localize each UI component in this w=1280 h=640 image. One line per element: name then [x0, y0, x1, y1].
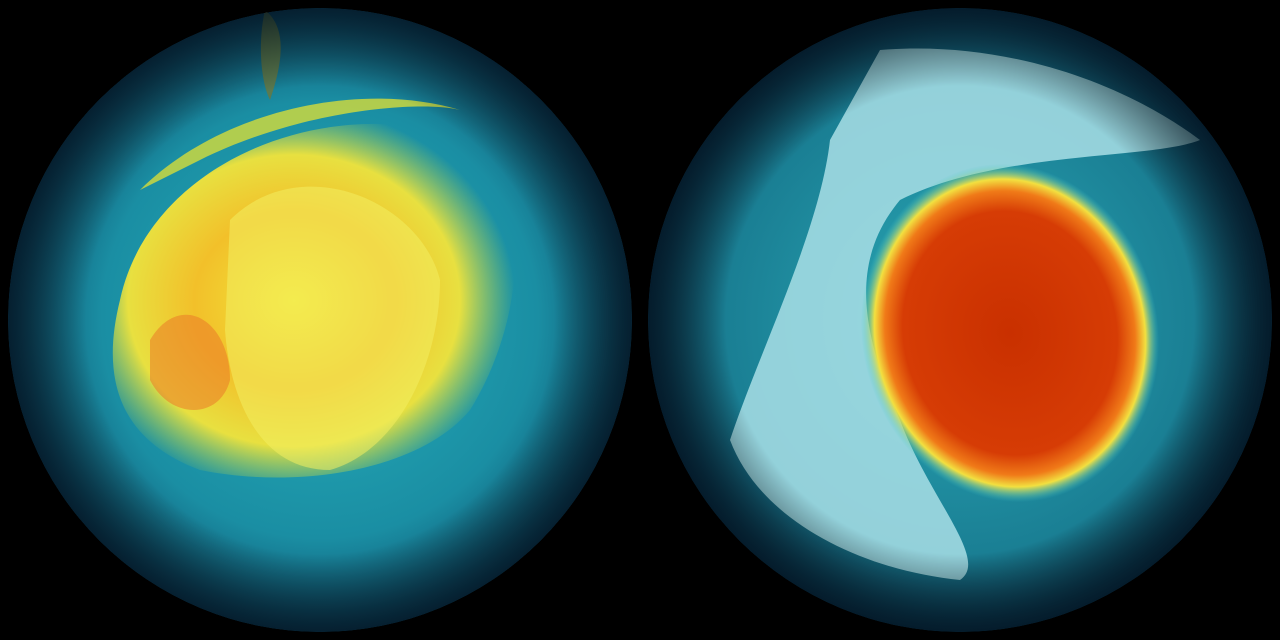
left-globe-limb	[8, 8, 632, 632]
right-globe	[648, 8, 1272, 632]
left-globe	[8, 8, 632, 632]
right-globe-limb	[648, 8, 1272, 632]
